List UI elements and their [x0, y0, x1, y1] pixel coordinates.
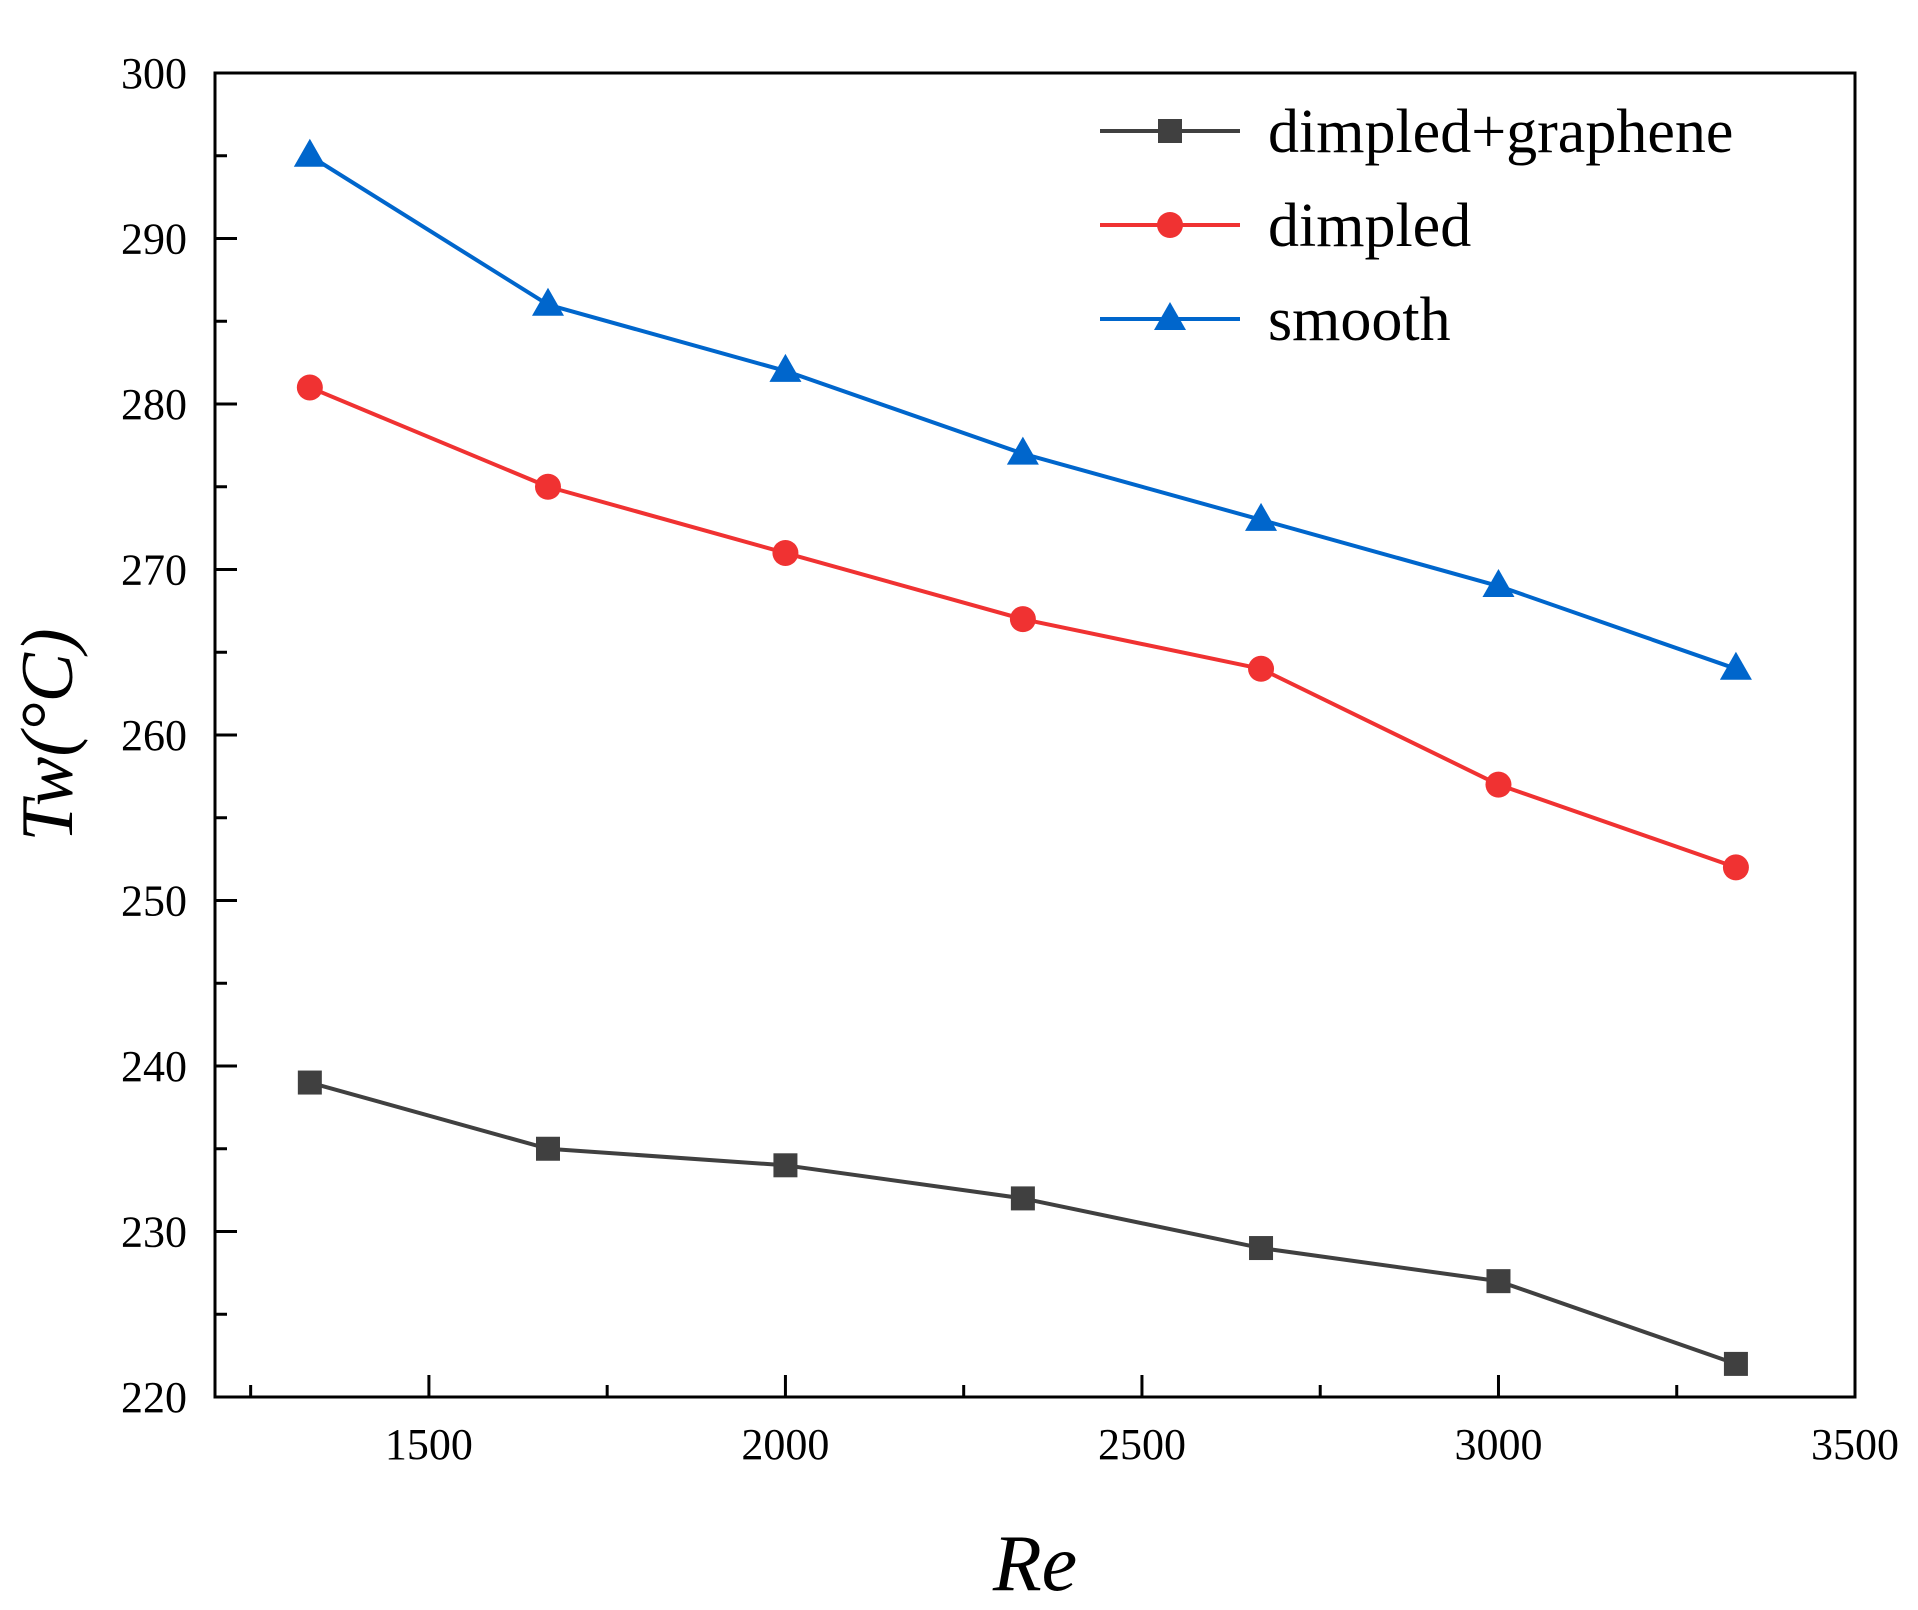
x-tick-label: 1500 [385, 1420, 473, 1469]
x-tick-label: 2500 [1098, 1420, 1186, 1469]
data-point [1006, 436, 1039, 465]
legend-label: dimpled [1268, 192, 1471, 260]
y-tick-label: 220 [121, 1373, 187, 1422]
series-dimpled-graphene [297, 1070, 1748, 1376]
y-tick-label: 230 [121, 1208, 187, 1257]
data-point [1482, 569, 1515, 598]
x-axis-title: Re [992, 1520, 1077, 1608]
y-tick-label: 270 [121, 546, 187, 595]
data-point [1248, 655, 1275, 682]
series-smooth [293, 138, 1752, 680]
data-point [293, 138, 326, 167]
y-tick-label: 290 [121, 215, 187, 264]
data-point [1486, 1269, 1511, 1294]
x-tick-label: 3500 [1811, 1420, 1899, 1469]
y-tick-label: 300 [121, 49, 187, 98]
x-tick-label: 2000 [741, 1420, 829, 1469]
data-point [297, 1070, 322, 1095]
data-point [1485, 771, 1512, 798]
data-point [1719, 651, 1752, 680]
x-axis: 1500 2000 2500 3000 3500 [249, 1375, 1899, 1469]
data-point [769, 353, 802, 382]
data-point [531, 287, 564, 316]
legend-marker [1158, 119, 1182, 143]
legend-item: smooth [1100, 286, 1451, 354]
legend-marker [1154, 302, 1186, 330]
legend-marker [1157, 212, 1183, 238]
series-dimpled [296, 374, 1749, 881]
y-tick-label: 280 [121, 380, 187, 429]
series-line [308, 154, 1737, 671]
y-tick-label: 240 [121, 1042, 187, 1091]
data-point [772, 539, 799, 566]
data-point [534, 473, 561, 500]
x-tick-label: 3000 [1454, 1420, 1542, 1469]
data-point [1722, 854, 1749, 881]
legend-label: smooth [1268, 286, 1451, 354]
legend: dimpled+graphene dimpled smooth [1100, 98, 1733, 354]
series-line [309, 1080, 1737, 1366]
legend-item: dimpled [1100, 192, 1471, 260]
data-point [296, 374, 323, 401]
data-point [1010, 1186, 1035, 1211]
y-tick-label: 260 [121, 711, 187, 760]
legend-label: dimpled+graphene [1268, 98, 1733, 166]
y-axis-title: Tw(°C) [7, 628, 89, 841]
series-layer [293, 138, 1752, 1376]
data-point [1245, 502, 1278, 531]
data-point [773, 1153, 798, 1178]
data-point [1723, 1351, 1748, 1376]
plot-frame [213, 71, 1857, 1399]
y-tick-label: 250 [121, 877, 187, 926]
y-axis: 220 230 240 250 260 270 280 290 300 [121, 49, 237, 1422]
legend-item: dimpled+graphene [1100, 98, 1733, 166]
data-point [535, 1136, 560, 1161]
data-point [1249, 1236, 1274, 1261]
data-point [1009, 606, 1036, 633]
